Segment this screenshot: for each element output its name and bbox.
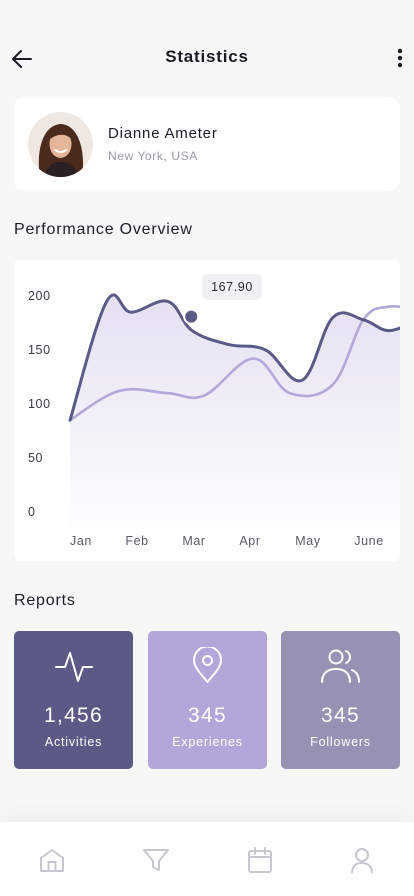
y-tick-label: 50 [28,451,43,465]
page-title: Statistics [165,47,249,66]
arrow-left-icon [12,50,32,68]
home-icon [40,849,64,872]
profile-name: Dianne Ameter [108,125,218,142]
x-tick-label: Feb [125,534,148,548]
y-tick-label: 150 [28,343,51,357]
nav-home[interactable] [38,846,66,874]
more-button[interactable] [390,45,410,73]
avatar [28,112,93,177]
report-label: Followers [310,735,371,749]
series-line-0 [68,293,400,422]
report-label: Experienes [172,735,243,749]
x-tick-label: Mar [182,534,205,548]
report-value: 1,456 [43,704,104,727]
tooltip-value: 167.90 [211,280,253,294]
profile-card[interactable]: Dianne Ameter New York, USA [14,97,400,191]
highlight-point[interactable] [183,308,200,325]
performance-chart: 0 50 100 150 200 Jan Feb Mar Apr May June 167.90 [14,260,400,561]
x-tick-label: Apr [239,534,260,548]
filter-icon [143,849,169,871]
y-tick-label: 0 [28,505,36,519]
report-value: 345 [321,704,360,727]
report-card-activities[interactable]: 1,456 Activities [14,631,133,769]
bottom-nav [0,822,414,896]
reports-title: Reports [14,592,76,609]
location-pin-icon [193,645,222,683]
x-tick-label: May [295,534,321,548]
x-tick-label: Jan [70,534,92,548]
nav-profile[interactable] [348,846,376,874]
report-icon-wrap [14,647,133,687]
calendar-icon [248,847,272,873]
header: Statistics [0,0,414,116]
report-card-followers[interactable]: 345 Followers [281,631,400,769]
y-tick-label: 100 [28,397,51,411]
report-icon-wrap [281,647,400,687]
series-line-1 [68,304,400,422]
back-button[interactable] [10,46,36,72]
users-icon [321,649,360,683]
y-tick-label: 200 [28,289,51,303]
profile-location: New York, USA [108,149,198,163]
more-vertical-icon [397,48,403,68]
report-icon-wrap [148,645,267,687]
report-label: Activities [44,735,103,749]
line-chart: 0 50 100 150 200 Jan Feb Mar Apr May June 167.90 [28,274,400,548]
tooltip: 167.90 [202,274,262,300]
report-value: 345 [188,704,227,727]
series-area [70,294,400,542]
activity-icon [55,652,93,682]
report-card-experiences[interactable]: 345 Experienes [148,631,267,769]
nav-filter[interactable] [142,846,170,874]
performance-title: Performance Overview [14,221,193,238]
x-tick-label: June [354,534,384,548]
nav-calendar[interactable] [246,846,274,874]
user-icon [351,848,373,874]
